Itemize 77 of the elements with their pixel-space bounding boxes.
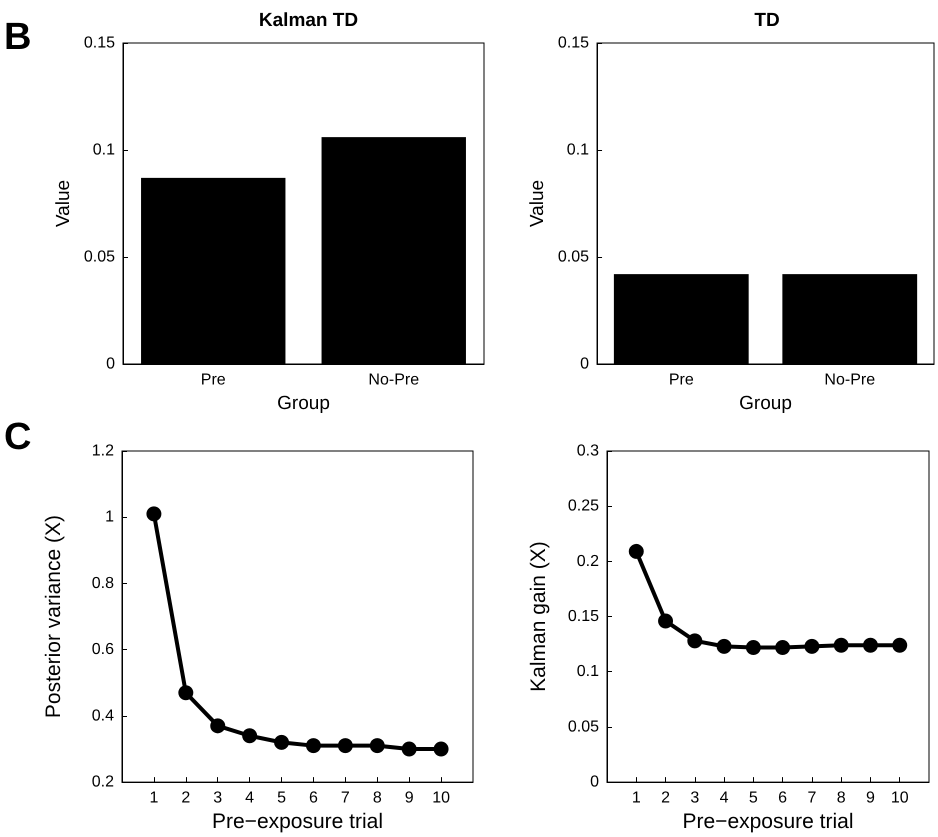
x-tick-label: 10: [890, 790, 909, 807]
y-tick-label: 0: [580, 356, 590, 372]
y-tick-label: 1: [105, 508, 114, 526]
chart-title: Kalman TD: [258, 10, 358, 31]
x-tick-label: 9: [866, 790, 875, 807]
x-tick-label: 4: [720, 790, 729, 807]
point: [862, 638, 878, 653]
text: C: [4, 416, 32, 458]
point: [716, 638, 732, 654]
y-axis-title: Posterior variance (X): [42, 515, 65, 718]
point: [338, 738, 353, 754]
x-tick-label: 1: [632, 790, 641, 807]
x-tick-label: 8: [836, 790, 846, 807]
y-tick-label: 0.15: [558, 34, 590, 52]
y-axis-title: Kalman gain (X): [527, 541, 550, 692]
y-tick-label: 0.2: [92, 774, 114, 791]
y-tick-label: 0: [106, 356, 116, 372]
y-tick-label: 0.25: [568, 498, 600, 515]
y-tick-label: 0.05: [84, 248, 116, 266]
point: [178, 685, 194, 700]
x-axis-title: Group: [277, 393, 330, 414]
y-tick-label: 0.6: [92, 641, 114, 658]
x-tick-label: 1: [149, 790, 158, 807]
point: [687, 633, 702, 648]
point: [306, 738, 321, 754]
y-tick-label: 0.2: [576, 552, 600, 570]
x-tick-label: 3: [213, 790, 222, 807]
x-tick-label: No-Pre: [368, 372, 420, 388]
x-tick-label: 7: [807, 790, 816, 807]
x-tick-label: 2: [181, 790, 190, 807]
point: [402, 741, 417, 756]
y-tick-label: 0.05: [568, 718, 600, 736]
y-tick-label: 0.8: [92, 574, 114, 592]
x-tick-label: 6: [309, 790, 318, 807]
point: [434, 741, 449, 756]
x-tick-label: 3: [690, 790, 700, 807]
point: [274, 734, 290, 750]
point: [370, 738, 385, 754]
y-tick-label: 1.2: [92, 442, 114, 460]
x-tick-label: Pre: [668, 372, 694, 388]
y-tick-label: 0: [590, 774, 600, 791]
x-tick-label: 7: [340, 790, 350, 807]
point: [834, 638, 849, 653]
y-tick-label: 0.15: [568, 608, 600, 626]
y-tick-label: 0.1: [92, 142, 116, 158]
x-tick-label: 2: [661, 790, 670, 807]
point: [210, 718, 226, 734]
point: [658, 613, 674, 628]
point: [146, 506, 162, 522]
point: [804, 638, 820, 654]
x-tick-label: No-Pre: [824, 372, 876, 388]
x-tick-label: 5: [748, 790, 758, 807]
point: [775, 640, 790, 655]
x-axis-title: Group: [739, 393, 792, 414]
text: B: [4, 16, 32, 58]
x-tick-label: Pre: [200, 372, 226, 388]
x-tick-label: 9: [404, 790, 414, 807]
x-tick-label: 4: [245, 790, 254, 807]
x-axis-title: Pre−exposure trial: [682, 810, 854, 833]
point: [628, 544, 644, 559]
y-tick-label: 0.1: [576, 663, 600, 680]
y-tick-label: 0.05: [558, 248, 590, 266]
y-tick-label: 0.3: [576, 442, 600, 460]
y-axis-title: Value: [52, 180, 74, 228]
x-tick-label: 8: [372, 790, 382, 807]
y-tick-label: 0.4: [92, 707, 114, 724]
y-tick-label: 0.15: [84, 34, 116, 52]
y-tick-label: 0.1: [566, 142, 590, 158]
point: [892, 638, 908, 653]
x-axis-title: Pre−exposure trial: [212, 810, 384, 833]
x-tick-label: 5: [277, 790, 286, 807]
point: [242, 728, 258, 744]
point: [746, 640, 761, 655]
x-tick-label: 6: [778, 790, 788, 807]
chart-title: TD: [754, 10, 780, 31]
x-tick-label: 10: [432, 790, 450, 807]
y-axis-title: Value: [527, 180, 548, 228]
